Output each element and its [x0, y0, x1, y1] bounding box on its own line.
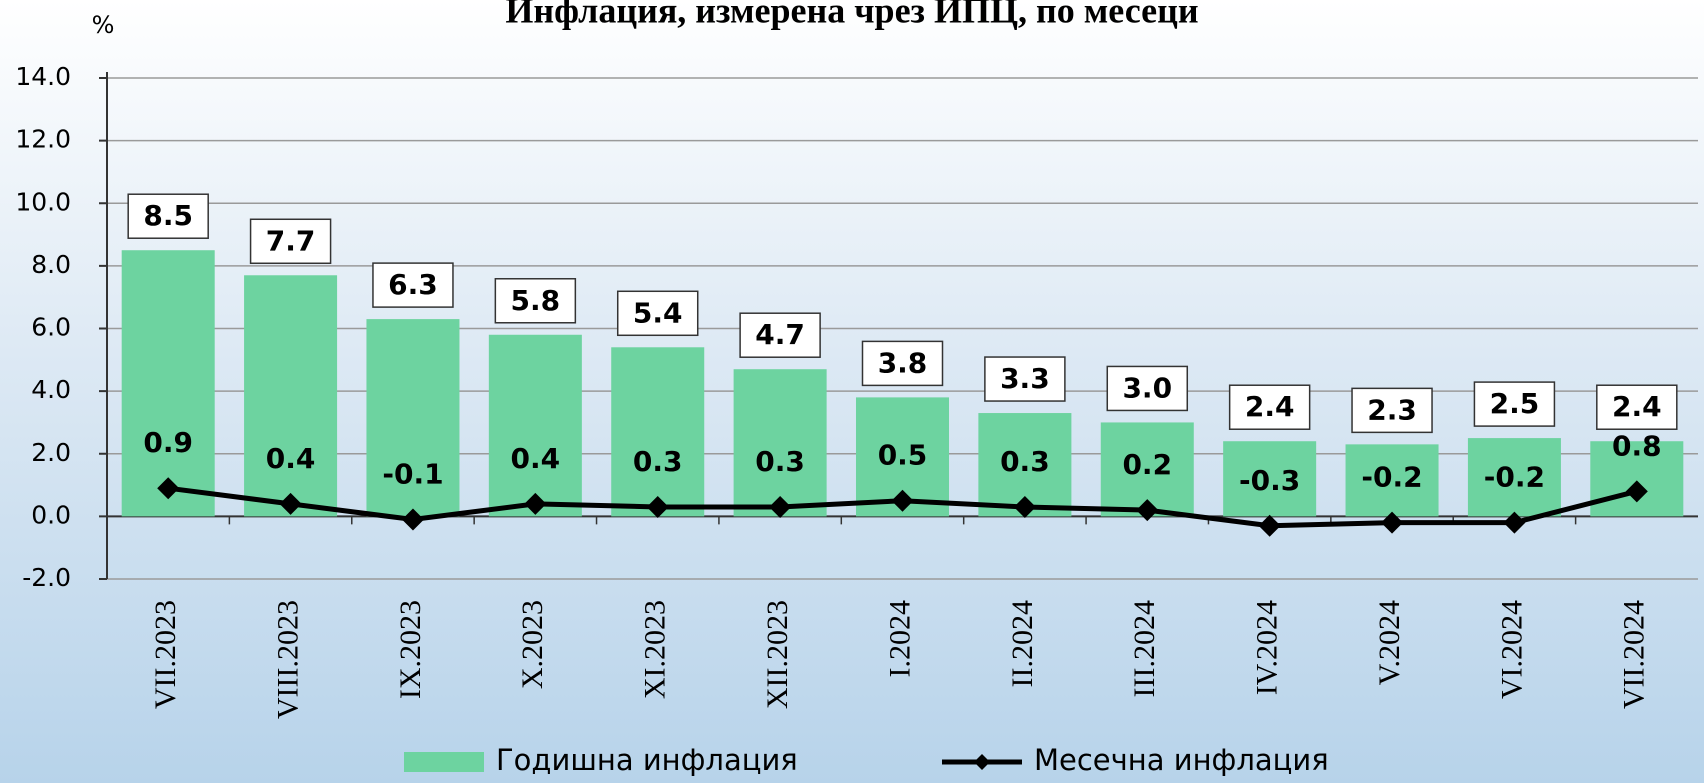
bar — [121, 250, 215, 517]
line-marker — [1136, 499, 1159, 522]
x-tick-label: VII.2024 — [1618, 600, 1651, 709]
value-label: 6.3 — [388, 268, 438, 301]
x-tick-label: I.2024 — [883, 600, 916, 678]
value-label: 0.9 — [143, 426, 193, 459]
y-tick-label: 4.0 — [31, 375, 71, 404]
bar — [733, 369, 827, 517]
value-label: 0.3 — [755, 445, 805, 478]
x-tick-label: V.2024 — [1373, 600, 1406, 685]
value-label-box — [1228, 384, 1311, 430]
value-label-box — [1596, 384, 1678, 430]
y-tick-label: -2.0 — [22, 563, 71, 592]
value-label: 0.3 — [1000, 445, 1050, 478]
value-label-box — [372, 262, 454, 308]
line-marker — [1381, 511, 1404, 534]
line-marker — [646, 495, 669, 518]
value-label: -0.3 — [1239, 464, 1300, 497]
value-label: 2.3 — [1367, 393, 1417, 426]
x-tick-label: X.2023 — [516, 600, 549, 689]
value-label: 3.3 — [1000, 362, 1050, 395]
value-label: 8.5 — [143, 199, 193, 232]
line-marker — [524, 492, 547, 515]
value-label: 2.5 — [1490, 387, 1540, 420]
x-tick-label: VIII.2023 — [271, 600, 304, 719]
x-tick-label: IX.2023 — [394, 600, 427, 699]
bar — [611, 347, 705, 517]
line-marker — [1625, 480, 1648, 503]
value-label-box — [739, 312, 821, 358]
x-tick-label: XII.2023 — [761, 600, 794, 709]
line-marker — [1013, 495, 1036, 518]
value-label: 0.5 — [878, 439, 928, 472]
y-tick-label: 8.0 — [31, 250, 71, 279]
x-tick-label: VI.2024 — [1495, 600, 1528, 699]
bar — [488, 334, 582, 517]
line-marker — [157, 477, 180, 500]
value-label: -0.2 — [1484, 461, 1545, 494]
chart-title: Инфлация, измерена чрез ИПЦ, по месеци — [505, 0, 1198, 30]
value-label-box — [127, 193, 209, 239]
y-tick-label: 2.0 — [31, 438, 71, 467]
value-label-box — [984, 356, 1066, 402]
line-marker — [891, 489, 914, 512]
y-tick-label: 14.0 — [15, 62, 71, 91]
x-tick-label: VII.2023 — [149, 600, 182, 709]
value-label: 7.7 — [266, 224, 316, 257]
value-label: 0.3 — [633, 445, 683, 478]
line-marker — [401, 508, 424, 531]
legend-marker — [974, 754, 990, 770]
bar — [1223, 441, 1317, 517]
line-marker — [769, 495, 792, 518]
value-label: 2.4 — [1245, 390, 1295, 423]
value-label-box — [494, 278, 577, 324]
value-label: 0.2 — [1122, 448, 1172, 481]
x-tick-label: III.2024 — [1128, 600, 1161, 697]
y-tick-label: 12.0 — [15, 125, 71, 154]
legend-label: Месечна инфлация — [1034, 743, 1329, 777]
value-label: 0.4 — [266, 442, 316, 475]
y-tick-label: 6.0 — [31, 313, 71, 342]
bar — [244, 275, 338, 517]
x-tick-label: XI.2023 — [639, 600, 672, 699]
line-marker — [1258, 514, 1281, 537]
value-label-box — [616, 290, 699, 337]
value-label-box — [249, 218, 332, 265]
value-label-box — [1106, 365, 1189, 412]
y-tick-label: 0.0 — [31, 500, 71, 529]
value-label: 0.8 — [1612, 429, 1662, 462]
value-label-box — [861, 340, 944, 387]
value-label-box — [1473, 381, 1556, 427]
bar — [1345, 444, 1439, 517]
value-label: 4.7 — [755, 318, 805, 351]
value-label: 2.4 — [1612, 390, 1662, 423]
y-unit: % — [92, 11, 115, 39]
value-label: 3.8 — [878, 346, 928, 379]
bar — [1467, 438, 1561, 517]
value-label: 5.8 — [511, 284, 561, 317]
bar — [366, 319, 460, 517]
value-label: -0.1 — [382, 458, 443, 491]
x-tick-label: IV.2024 — [1251, 600, 1284, 695]
legend-swatch — [404, 752, 484, 772]
value-label: 0.4 — [511, 442, 561, 475]
legend-label: Годишна инфлация — [496, 743, 798, 777]
value-label: 5.4 — [633, 296, 683, 329]
x-tick-label: II.2024 — [1006, 600, 1039, 687]
value-label-box — [1351, 387, 1433, 434]
line-marker — [279, 492, 302, 515]
value-label: 3.0 — [1122, 371, 1172, 404]
bar — [1590, 441, 1684, 517]
y-tick-label: 10.0 — [15, 187, 71, 216]
value-label: -0.2 — [1361, 461, 1422, 494]
line-marker — [1503, 511, 1526, 534]
